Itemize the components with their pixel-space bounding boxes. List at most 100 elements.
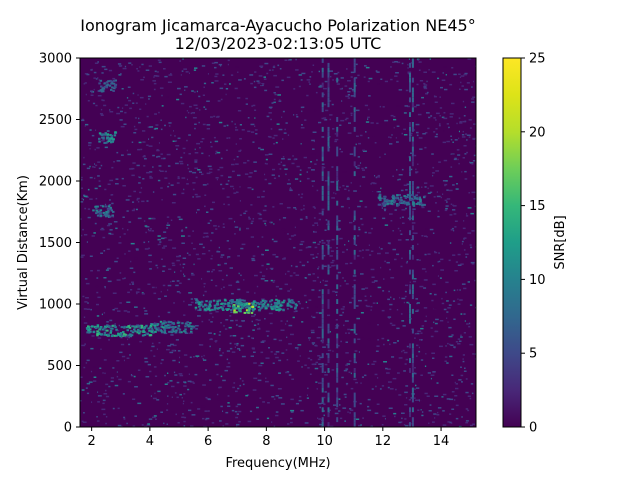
noise-cell [434,250,436,253]
noise-cell [146,424,151,426]
noise-cell [271,174,275,176]
noise-cell [179,330,181,332]
noise-cell [204,410,208,412]
echo-cell [117,332,120,335]
noise-cell [381,304,383,307]
echo-cell [231,300,234,303]
noise-cell [83,156,86,159]
noise-cell [152,191,155,193]
noise-cell [217,169,220,171]
noise-cell [452,300,456,302]
interference-cell [353,215,356,221]
interference-cell [353,240,356,245]
echo-cell [165,324,168,327]
echo-cell [109,327,113,330]
noise-cell [320,425,323,427]
noise-cell [138,182,141,184]
noise-cell [238,272,240,275]
noise-cell [132,92,135,95]
interference-cell [321,58,324,63]
noise-cell [364,299,368,302]
noise-cell [228,137,231,139]
noise-cell [346,383,348,386]
noise-cell [349,262,353,264]
interference-cell [409,131,411,137]
noise-cell [472,160,476,162]
noise-cell [205,396,208,399]
noise-cell [408,302,410,305]
noise-cell [105,383,109,386]
noise-cell [400,233,403,235]
noise-cell [224,369,228,372]
interference-cell [321,195,324,201]
interference-cell [411,353,414,359]
noise-cell [325,109,329,112]
noise-cell [210,141,212,143]
noise-cell [398,394,402,396]
noise-cell [85,123,89,126]
noise-cell [168,122,172,124]
noise-cell [382,290,385,292]
noise-cell [260,148,264,151]
noise-cell [206,65,207,68]
interference-cell [411,156,414,162]
noise-cell [424,392,428,395]
noise-cell [343,393,347,396]
noise-cell [153,322,158,325]
noise-cell [446,317,448,319]
noise-cell [218,83,222,86]
noise-cell [405,424,409,427]
noise-cell [137,288,141,290]
echo-cell [92,330,96,333]
noise-cell [139,191,142,194]
interference-cell [353,210,356,216]
noise-cell [299,261,302,263]
noise-cell [164,237,167,239]
noise-cell [300,240,305,243]
noise-cell [135,291,140,293]
noise-cell [169,351,174,354]
noise-cell [437,210,440,212]
noise-cell [275,86,280,88]
noise-cell [389,303,393,306]
noise-cell [329,425,334,427]
echo-cell [251,309,255,312]
noise-cell [342,359,346,361]
noise-cell [222,352,224,354]
noise-cell [98,180,101,182]
interference-cell [321,176,324,181]
noise-cell [324,371,327,373]
noise-cell [445,74,447,76]
noise-cell [288,374,292,376]
noise-cell [131,141,134,143]
noise-cell [439,107,443,109]
noise-cell [300,196,303,199]
noise-cell [472,175,475,177]
noise-cell [390,78,393,81]
noise-cell [129,107,132,110]
noise-cell [454,270,458,272]
noise-cell [300,143,302,145]
noise-cell [348,87,352,90]
noise-cell [424,182,428,184]
echo-cell [245,309,249,312]
noise-cell [286,206,291,209]
noise-cell [417,302,420,304]
noise-cell [358,226,360,229]
noise-cell [241,355,246,358]
noise-cell [380,197,383,199]
noise-cell [210,239,213,242]
noise-cell [217,115,220,118]
noise-cell [321,239,324,242]
noise-cell [187,376,189,379]
noise-cell [126,97,129,99]
echo-cell [105,81,109,84]
noise-cell [150,349,153,352]
noise-cell [446,198,451,200]
noise-cell [273,223,275,225]
noise-cell [172,344,177,347]
noise-cell [91,335,95,337]
noise-cell [206,270,210,273]
noise-cell [166,403,169,405]
noise-cell [332,290,335,293]
